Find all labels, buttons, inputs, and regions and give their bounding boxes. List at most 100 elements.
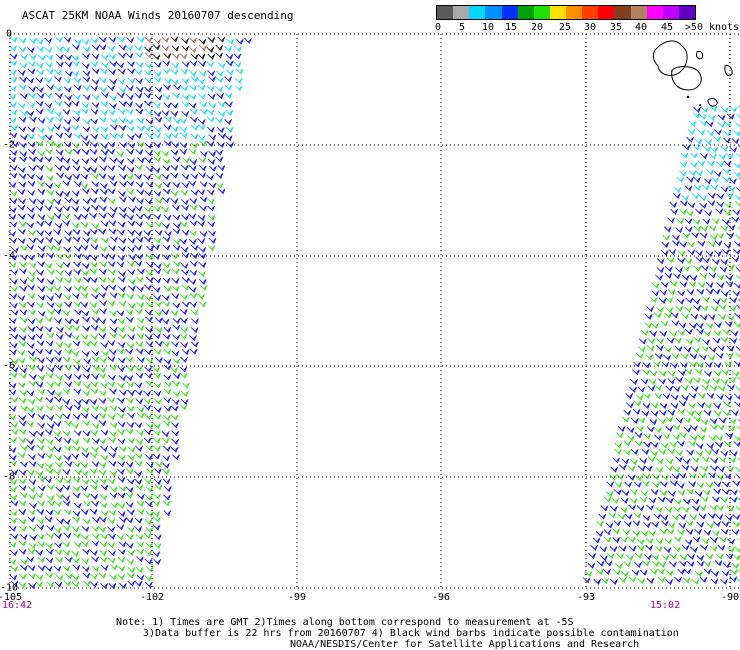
colorbar-label: 5 bbox=[458, 22, 466, 33]
wind-barb bbox=[717, 114, 726, 121]
wind-barb bbox=[99, 308, 107, 315]
wind-barb bbox=[735, 234, 740, 240]
wind-barb bbox=[27, 516, 36, 523]
wind-barb bbox=[696, 289, 705, 296]
wind-barb bbox=[146, 245, 154, 252]
wind-barb bbox=[46, 357, 54, 364]
wind-barb bbox=[714, 322, 722, 329]
wind-barb bbox=[641, 480, 650, 487]
wind-barb bbox=[109, 486, 118, 493]
wind-barb bbox=[189, 220, 198, 227]
wind-barb bbox=[620, 536, 628, 543]
wind-barb bbox=[17, 103, 26, 110]
wind-barb bbox=[162, 341, 170, 348]
wind-barb bbox=[73, 261, 81, 268]
wind-barb bbox=[64, 94, 73, 101]
wind-barb bbox=[107, 109, 116, 116]
wind-barb bbox=[153, 263, 162, 270]
wind-barb bbox=[118, 406, 126, 413]
wind-barb bbox=[36, 69, 45, 76]
wind-barb bbox=[720, 450, 729, 457]
wind-barb bbox=[71, 198, 80, 205]
wind-barb bbox=[125, 101, 133, 108]
wind-barb bbox=[17, 358, 26, 364]
wind-barb bbox=[641, 410, 650, 417]
wind-barb bbox=[734, 360, 740, 367]
wind-barb bbox=[90, 493, 99, 500]
map-title: ASCAT 25KM NOAA Winds 20160707 descendin… bbox=[22, 9, 294, 22]
wind-barb bbox=[720, 106, 729, 113]
wind-barb bbox=[153, 516, 161, 523]
wind-barb bbox=[207, 198, 215, 205]
wind-barb bbox=[180, 85, 189, 92]
wind-speed-colorbar bbox=[436, 5, 696, 20]
wind-barb bbox=[732, 209, 740, 216]
wind-barb bbox=[684, 539, 693, 546]
wind-barb bbox=[54, 111, 62, 118]
wind-barb bbox=[646, 345, 655, 352]
wind-barb bbox=[637, 417, 646, 424]
wind-barb bbox=[646, 426, 655, 433]
wind-barb bbox=[153, 413, 162, 420]
wind-barb bbox=[206, 46, 215, 53]
wind-barb bbox=[99, 156, 107, 163]
wind-barb bbox=[675, 376, 683, 383]
wind-barb bbox=[677, 568, 685, 575]
wind-barb bbox=[718, 417, 727, 424]
wind-barb bbox=[622, 529, 630, 536]
wind-barb bbox=[126, 534, 134, 541]
wind-barb bbox=[637, 578, 646, 585]
wind-barb bbox=[134, 460, 143, 467]
wind-barb bbox=[181, 38, 189, 45]
wind-barb bbox=[235, 68, 244, 75]
wind-barb bbox=[64, 301, 73, 308]
wind-barb bbox=[181, 349, 190, 356]
wind-barb bbox=[162, 277, 171, 284]
wind-barb bbox=[207, 221, 216, 228]
wind-barb bbox=[190, 133, 199, 140]
latitude-tick-label: -4 bbox=[2, 250, 16, 262]
wind-barb bbox=[715, 553, 724, 560]
wind-barb bbox=[215, 182, 224, 189]
wind-barb bbox=[80, 244, 89, 251]
wind-barb bbox=[669, 280, 678, 287]
wind-barb bbox=[99, 478, 107, 485]
wind-barb bbox=[90, 573, 98, 580]
wind-barb bbox=[701, 184, 710, 191]
wind-barb bbox=[730, 489, 738, 496]
wind-barb bbox=[723, 137, 731, 144]
wind-barb bbox=[171, 350, 180, 357]
wind-barb bbox=[8, 318, 17, 325]
wind-barb bbox=[592, 537, 601, 544]
wind-barb bbox=[90, 277, 98, 284]
wind-barb bbox=[144, 198, 153, 205]
wind-barb bbox=[684, 226, 693, 233]
wind-barb bbox=[720, 225, 729, 232]
wind-barb bbox=[155, 340, 163, 347]
wind-barb bbox=[154, 86, 163, 93]
wind-barb bbox=[161, 309, 170, 316]
wind-barb bbox=[82, 492, 91, 499]
wind-barb bbox=[629, 386, 637, 393]
wind-barb bbox=[145, 486, 154, 493]
wind-barb bbox=[143, 230, 152, 237]
wind-barb bbox=[218, 132, 226, 139]
wind-barb bbox=[181, 214, 189, 221]
wind-barb bbox=[713, 362, 722, 369]
wind-barb bbox=[63, 86, 72, 93]
wind-barb bbox=[35, 348, 44, 355]
wind-barb bbox=[732, 290, 740, 297]
wind-barb bbox=[109, 422, 118, 429]
wind-barb bbox=[621, 571, 629, 578]
wind-barb bbox=[695, 250, 703, 257]
wind-barb bbox=[17, 238, 26, 245]
wind-barb bbox=[681, 544, 690, 551]
wind-barb bbox=[9, 149, 18, 156]
wind-barb bbox=[71, 350, 80, 357]
wind-barb bbox=[134, 517, 143, 524]
wind-barb bbox=[693, 416, 701, 423]
wind-barb bbox=[46, 84, 54, 91]
wind-barb bbox=[119, 206, 127, 213]
wind-barb bbox=[716, 504, 724, 511]
wind-barb bbox=[680, 152, 689, 159]
